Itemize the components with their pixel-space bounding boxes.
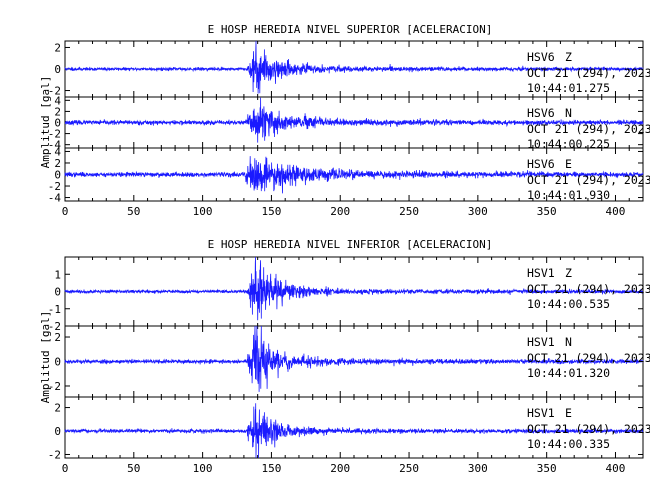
y-tick-label: -2 (48, 380, 61, 393)
component-label: E (565, 406, 572, 420)
component-label: E (565, 157, 572, 171)
component-label: Z (565, 266, 572, 280)
x-tick-label: 400 (606, 205, 626, 218)
lower-chart-title: E HOSP HEREDIA NIVEL INFERIOR [ACELERACI… (208, 238, 493, 251)
seismic-trace (64, 325, 644, 392)
y-tick-label: -2 (48, 180, 61, 193)
y-tick-label: 2 (54, 331, 61, 344)
lower-level-chart: E HOSP HEREDIA NIVEL INFERIOR [ACELERACI… (39, 238, 650, 475)
y-tick-label: -2 (48, 85, 61, 98)
station-label: HSV6 (527, 50, 555, 64)
y-tick-label: 0 (54, 117, 61, 130)
x-tick-label: 300 (468, 462, 488, 475)
x-tick-label: 300 (468, 205, 488, 218)
time-label: 10:44:00.225 (527, 137, 610, 151)
y-tick-label: 0 (54, 63, 61, 76)
y-tick-label: 0 (54, 286, 61, 299)
time-label: 10:44:01.275 (527, 81, 610, 95)
upper-chart-ylabel: Amplitud [gal] (39, 76, 52, 169)
y-tick-label: 4 (54, 145, 61, 158)
y-tick-label: 0 (54, 425, 61, 438)
x-tick-label: 100 (193, 462, 213, 475)
seismic-trace (64, 256, 644, 321)
station-label: HSV1 (527, 335, 555, 349)
station-label: HSV1 (527, 406, 555, 420)
x-tick-label: 50 (127, 205, 140, 218)
x-tick-label: 350 (537, 205, 557, 218)
y-tick-label: 1 (54, 268, 61, 281)
component-label: Z (565, 50, 572, 64)
x-tick-label: 50 (127, 462, 140, 475)
x-tick-label: 200 (330, 462, 350, 475)
date-label: OCT 21 (294), 2023 (527, 122, 650, 136)
y-tick-label: 0 (54, 356, 61, 369)
y-tick-label: -2 (48, 128, 61, 141)
seismic-trace (64, 97, 644, 143)
x-tick-label: 0 (62, 205, 69, 218)
date-label: OCT 21 (294), 2023 (527, 351, 650, 365)
x-tick-label: 250 (399, 462, 419, 475)
time-label: 10:44:00.335 (527, 437, 610, 451)
y-tick-label: -1 (48, 303, 61, 316)
upper-chart-title: E HOSP HEREDIA NIVEL SUPERIOR [ACELERACI… (208, 23, 493, 36)
y-tick-label: -4 (48, 139, 62, 152)
component-label: N (565, 335, 572, 349)
y-tick-label: 2 (54, 157, 61, 170)
station-label: HSV6 (527, 157, 555, 171)
y-tick-label: 2 (54, 402, 61, 415)
time-label: 10:44:00.535 (527, 297, 610, 311)
y-tick-label: 4 (54, 94, 61, 107)
x-tick-label: 350 (537, 462, 557, 475)
x-tick-label: 400 (606, 462, 626, 475)
x-tick-label: 0 (62, 462, 69, 475)
lower-chart-ylabel: Amplitud [gal] (39, 311, 52, 404)
y-tick-label: 2 (54, 105, 61, 118)
seismic-trace (64, 40, 644, 94)
time-label: 10:44:01.930 (527, 188, 610, 202)
x-tick-label: 150 (261, 205, 281, 218)
x-tick-label: 100 (193, 205, 213, 218)
station-label: HSV6 (527, 106, 555, 120)
x-tick-label: 200 (330, 205, 350, 218)
y-tick-label: 2 (54, 41, 61, 54)
seismic-trace (64, 403, 644, 459)
date-label: OCT 21 (294), 2023 (527, 173, 650, 187)
upper-level-chart: E HOSP HEREDIA NIVEL SUPERIOR [ACELERACI… (39, 23, 650, 218)
seismic-trace (64, 156, 644, 194)
date-label: OCT 21 (294), 2023 (527, 66, 650, 80)
x-tick-label: 150 (261, 462, 281, 475)
x-tick-label: 250 (399, 205, 419, 218)
component-label: N (565, 106, 572, 120)
station-label: HSV1 (527, 266, 555, 280)
trace-panel-hsv1-z: -2 -1 0 1 HSV1 Z OCT 21 (294), 202310:44:00.53… (48, 256, 650, 333)
date-label: OCT 21 (294), 2023 (527, 422, 650, 436)
date-label: OCT 21 (294), 2023 (527, 282, 650, 296)
lower-chart-x-axis: 0 50 100 150 200 250 300 350 400 (62, 462, 626, 475)
y-tick-label: -2 (48, 320, 61, 333)
time-label: 10:44:01.320 (527, 366, 610, 380)
y-tick-label: 0 (54, 169, 61, 182)
y-tick-label: -2 (48, 448, 61, 461)
y-tick-label: -4 (48, 192, 62, 205)
upper-chart-x-axis: 0 50 100 150 200 250 300 350 400 (62, 205, 626, 218)
